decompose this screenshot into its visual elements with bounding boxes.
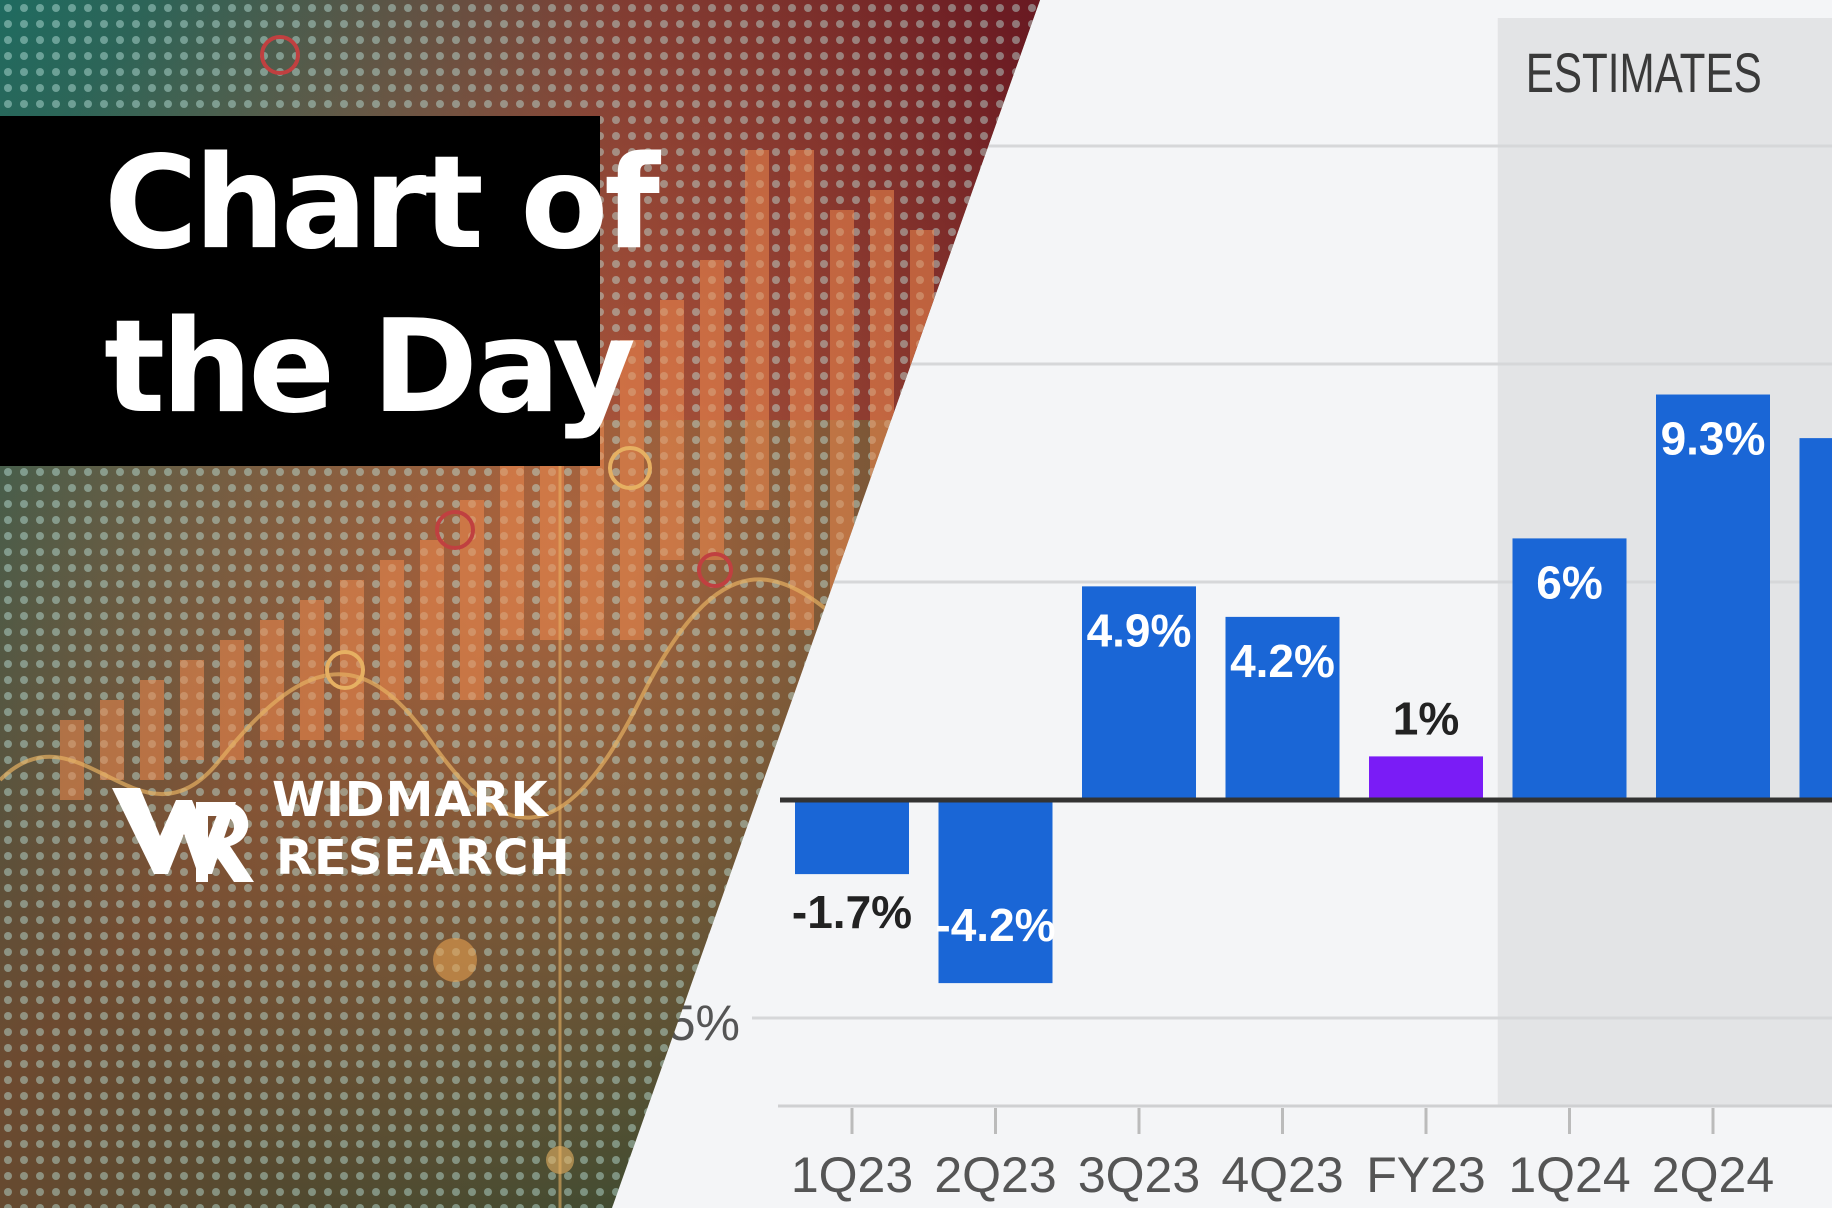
decorative-candle — [420, 540, 444, 700]
decorative-candle — [660, 300, 684, 560]
bar-1q23 — [795, 800, 909, 875]
bar-2q24 — [1656, 394, 1770, 800]
decorative-candle — [790, 150, 814, 630]
title-line-1: Chart of — [104, 129, 660, 278]
data-label: -4.2% — [935, 899, 1055, 951]
decorative-candle — [380, 560, 404, 700]
brand-logo: WIDMARK RESEARCH — [112, 768, 592, 888]
decorative-candle — [620, 340, 644, 640]
decorative-candle — [260, 620, 284, 740]
decorative-candle — [180, 660, 204, 760]
decorative-candle — [300, 600, 324, 740]
decorative-candle — [745, 150, 769, 510]
brand-name-line-2: RESEARCH — [276, 830, 571, 886]
title-banner: Chart of the Day — [0, 116, 660, 466]
estimates-label: ESTIMATES — [1526, 41, 1762, 104]
data-label: 4.9% — [1087, 604, 1192, 656]
data-label: 1% — [1393, 692, 1459, 744]
x-tick-label: 3Q23 — [1078, 1147, 1200, 1203]
x-tick-label: 2Q23 — [934, 1147, 1056, 1203]
decorative-candle — [500, 460, 524, 640]
wr-monogram-icon — [112, 788, 254, 882]
title-line-2: the Day — [104, 293, 636, 442]
data-label: -1.7% — [792, 886, 912, 938]
decorative-candle — [140, 680, 164, 780]
bar-fy23 — [1369, 756, 1483, 800]
bar-3q23 — [1082, 586, 1196, 800]
x-tick-label: 4Q23 — [1221, 1147, 1343, 1203]
x-tick-label: 2Q24 — [1652, 1147, 1774, 1203]
bar-3q24 — [1799, 438, 1832, 800]
decorative-candle — [100, 700, 124, 780]
data-label: 9.3% — [1661, 413, 1766, 465]
bar-2q23 — [938, 800, 1053, 984]
x-tick-label: 1Q23 — [791, 1147, 913, 1203]
data-label: 6% — [1536, 556, 1602, 608]
decorative-candle — [220, 640, 244, 760]
bar-4q23 — [1225, 616, 1340, 800]
x-tick-label: 1Q24 — [1508, 1147, 1630, 1203]
x-tick-label: FY23 — [1366, 1147, 1486, 1203]
brand-name-line-1: WIDMARK — [272, 772, 549, 828]
bar-chart: ESTIMATES-5%-1.7%1Q23-4.2%2Q234.9%3Q234.… — [651, 18, 1832, 1203]
decorative-candle — [700, 260, 724, 560]
data-label: 4.2% — [1230, 635, 1335, 687]
bar-1q24 — [1512, 538, 1627, 800]
